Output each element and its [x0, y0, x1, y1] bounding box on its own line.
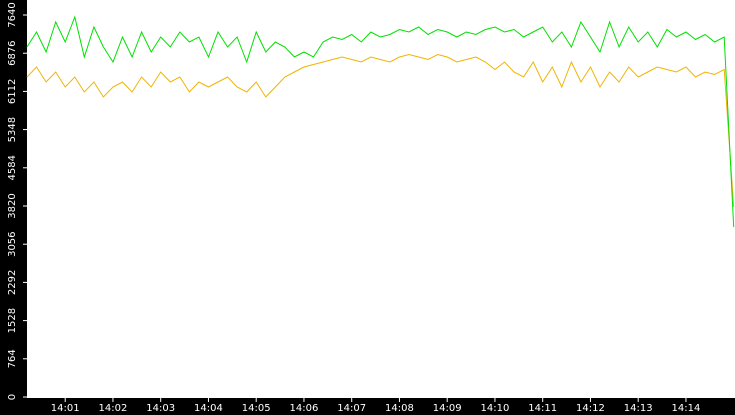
x-tick-label: 14:05 — [242, 403, 271, 414]
y-tick-label: 6876 — [7, 40, 18, 65]
y-tick-label: 7640 — [7, 2, 18, 27]
y-tick-label: 2292 — [7, 270, 18, 295]
x-tick-label: 14:13 — [624, 403, 653, 414]
y-tick-label: 764 — [7, 349, 18, 368]
y-tick-label: 1528 — [7, 308, 18, 333]
y-tick-label: 6112 — [7, 79, 18, 104]
x-tick-label: 14:03 — [146, 403, 175, 414]
x-tick-label: 14:04 — [194, 403, 223, 414]
x-tick-label: 14:07 — [337, 403, 366, 414]
x-tick-label: 14:02 — [99, 403, 128, 414]
x-axis-strip — [0, 398, 735, 415]
x-tick-label: 14:12 — [576, 403, 605, 414]
x-tick-label: 14:10 — [481, 403, 510, 414]
y-tick-label: 3056 — [7, 231, 18, 256]
x-tick-label: 14:08 — [385, 403, 414, 414]
x-tick-label: 14:11 — [528, 403, 557, 414]
y-tick-label: 5348 — [7, 117, 18, 142]
y-axis-strip — [0, 0, 27, 415]
series-line — [26, 53, 735, 208]
y-tick-label: 4584 — [7, 155, 18, 180]
y-tick-label: 0 — [7, 394, 18, 400]
y-tick-label: 3820 — [7, 193, 18, 218]
x-tick-label: 14:01 — [51, 403, 80, 414]
x-tick-label: 14:09 — [433, 403, 462, 414]
x-tick-label: 14:06 — [290, 403, 319, 414]
x-tick-label: 14:14 — [672, 403, 701, 414]
series-line — [26, 15, 735, 228]
